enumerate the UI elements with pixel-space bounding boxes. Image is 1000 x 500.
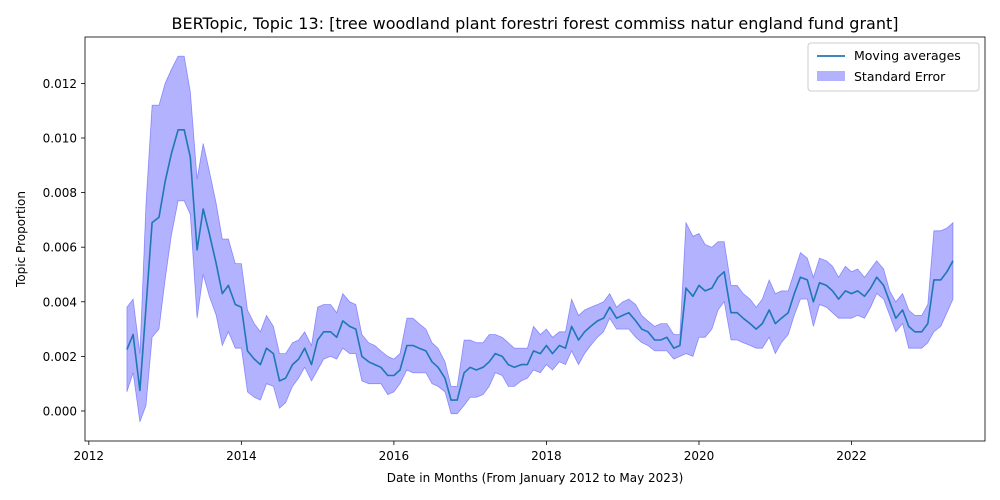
- y-tick-label: 0.002: [43, 350, 77, 364]
- moving-average-line: [126, 129, 954, 401]
- x-tick-label: 2012: [74, 449, 105, 463]
- y-tick-label: 0.004: [43, 295, 77, 309]
- x-tick-label: 2022: [836, 449, 867, 463]
- x-tick-label: 2014: [226, 449, 257, 463]
- y-tick-label: 0.012: [43, 77, 77, 91]
- y-tick-label: 0.000: [43, 404, 77, 418]
- legend-label-moving-averages: Moving averages: [854, 48, 961, 63]
- standard-error-band-layer: [126, 55, 954, 423]
- x-tick-label: 2020: [684, 449, 715, 463]
- legend-label-standard-error: Standard Error: [854, 69, 946, 84]
- y-axis-label: Topic Proportion: [14, 191, 28, 288]
- x-tick-label: 2018: [531, 449, 562, 463]
- plot-frame: [84, 36, 986, 442]
- x-axis-label: Date in Months (From January 2012 to May…: [387, 471, 684, 485]
- standard-error-band: [126, 55, 954, 423]
- y-tick-label: 0.010: [43, 132, 77, 146]
- y-axis: 0.000 0.002 0.004 0.006 0.008 0.010 0.012: [43, 77, 85, 418]
- y-tick-label: 0.008: [43, 186, 77, 200]
- legend-band-swatch: [817, 71, 845, 81]
- legend-box: [807, 42, 980, 92]
- x-tick-label: 2016: [379, 449, 410, 463]
- moving-average-line-layer: [126, 129, 954, 401]
- chart-title: BERTopic, Topic 13: [tree woodland plant…: [172, 14, 899, 33]
- legend: Moving averages Standard Error: [807, 42, 980, 92]
- y-tick-label: 0.006: [43, 241, 77, 255]
- x-axis: 2012 2014 2016 2018 2020 2022: [74, 441, 867, 463]
